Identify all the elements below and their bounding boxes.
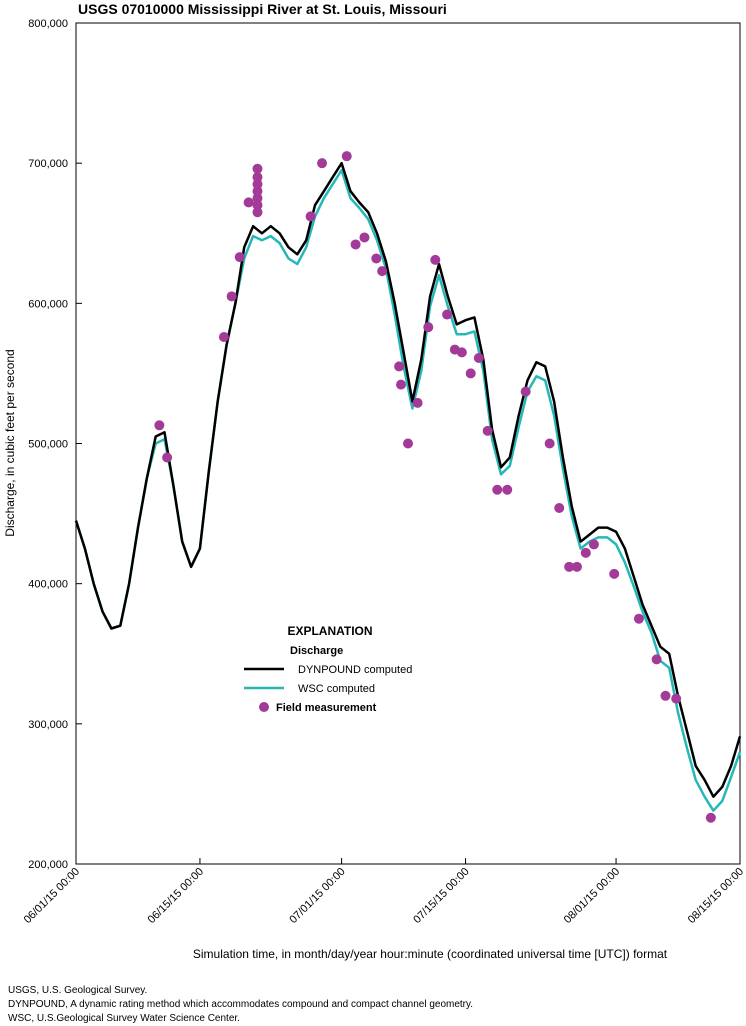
- field-point: [473, 352, 484, 363]
- field-point: [571, 561, 582, 572]
- legend-subtitle: Discharge: [290, 645, 343, 657]
- field-point: [520, 386, 531, 397]
- y-tick-label: 400,000: [28, 579, 68, 591]
- field-point: [252, 207, 263, 218]
- footnote: WSC, U.S.Geological Survey Water Science…: [8, 1013, 240, 1024]
- line-series: [74, 161, 742, 798]
- field-point: [482, 425, 493, 436]
- field-point: [705, 812, 716, 823]
- y-tick-label: 500,000: [28, 439, 68, 451]
- field-point: [371, 253, 382, 264]
- field-point: [502, 484, 513, 495]
- y-tick-label: 200,000: [28, 859, 68, 871]
- field-point: [252, 186, 263, 197]
- legend-label: Field measurement: [276, 702, 377, 714]
- field-point: [544, 438, 555, 449]
- field-point: [154, 420, 165, 431]
- field-point: [423, 322, 434, 333]
- field-point: [305, 211, 316, 222]
- x-tick-label: 06/01/15 00:00: [22, 866, 82, 926]
- field-point: [377, 266, 388, 277]
- footnote: DYNPOUND, A dynamic rating method which …: [8, 999, 473, 1010]
- field-point: [359, 232, 370, 243]
- field-point: [430, 254, 441, 265]
- field-point: [341, 151, 352, 162]
- legend-swatch: [259, 702, 269, 712]
- x-tick-label: 07/15/15 00:00: [411, 866, 471, 926]
- x-tick-label: 08/01/15 00:00: [562, 866, 622, 926]
- legend-label: DYNPOUND computed: [298, 664, 412, 676]
- field-point: [580, 547, 591, 558]
- chart-title: USGS 07010000 Mississippi River at St. L…: [78, 1, 447, 17]
- field-point: [234, 252, 245, 263]
- field-point: [671, 693, 682, 704]
- x-axis-label: Simulation time, in month/day/year hour:…: [193, 947, 668, 961]
- field-point: [465, 368, 476, 379]
- y-tick-label: 300,000: [28, 719, 68, 731]
- field-point: [554, 502, 565, 513]
- field-point: [252, 163, 263, 174]
- y-tick-label: 800,000: [28, 18, 68, 30]
- field-point: [252, 193, 263, 204]
- x-tick-label: 08/15/15 00:00: [686, 866, 746, 926]
- field-point: [442, 309, 453, 320]
- field-point: [660, 690, 671, 701]
- field-point: [350, 239, 361, 250]
- field-point: [394, 361, 405, 372]
- field-point: [492, 484, 503, 495]
- field-point: [162, 452, 173, 463]
- field-point: [218, 331, 229, 342]
- field-point: [609, 568, 620, 579]
- field-point: [395, 379, 406, 390]
- field-point: [564, 561, 575, 572]
- field-point: [226, 291, 237, 302]
- field-point: [317, 158, 328, 169]
- field-point: [588, 539, 599, 550]
- field-point: [633, 613, 644, 624]
- legend-title: EXPLANATION: [287, 624, 372, 638]
- x-tick-label: 06/15/15 00:00: [146, 866, 206, 926]
- field-point: [243, 197, 254, 208]
- x-tick-label: 07/01/15 00:00: [287, 866, 347, 926]
- field-point: [456, 347, 467, 358]
- y-axis-label: Discharge, in cubic feet per second: [3, 349, 17, 536]
- y-tick-label: 600,000: [28, 298, 68, 310]
- field-point: [412, 397, 423, 408]
- field-point: [252, 179, 263, 190]
- field-point: [252, 172, 263, 183]
- field-point: [403, 438, 413, 449]
- line-series: [74, 168, 742, 812]
- field-point: [651, 654, 662, 665]
- footnote: USGS, U.S. Geological Survey.: [8, 985, 147, 996]
- field-point: [252, 200, 263, 211]
- y-tick-label: 700,000: [28, 158, 68, 170]
- legend-label: WSC computed: [298, 683, 375, 695]
